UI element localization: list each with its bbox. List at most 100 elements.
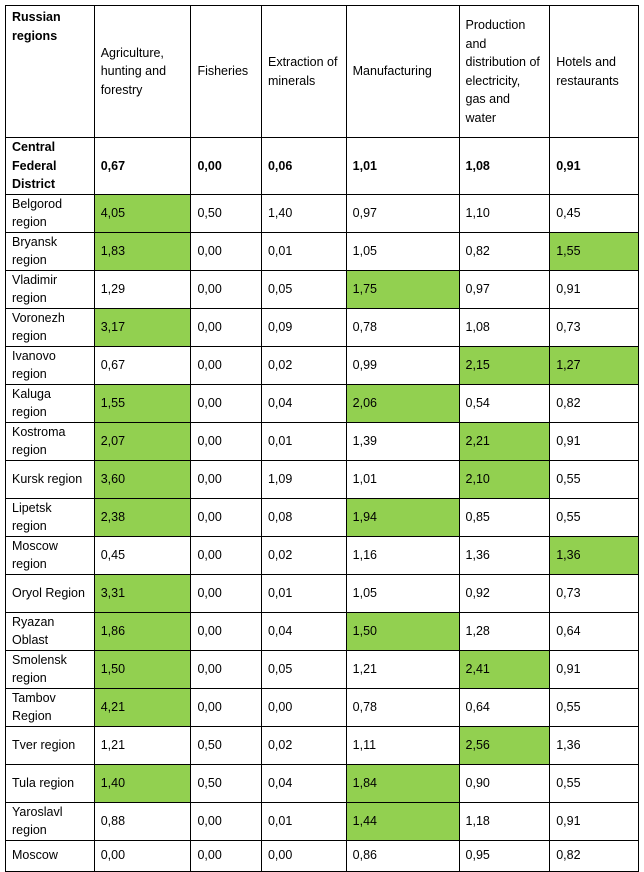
value-cell: 3,31: [93, 573, 192, 613]
header-agriculture: Agriculture, hunting and forestry: [93, 5, 192, 138]
value-cell: 0,91: [549, 269, 639, 309]
value-cell: 1,44: [345, 801, 460, 841]
value-cell: 4,05: [93, 193, 192, 233]
table-row: Vladimir region 1,29 0,00 0,05 1,75 0,97 0,91: [5, 269, 639, 309]
value-cell: 2,15: [458, 345, 551, 385]
table-row: Kostroma region 2,07 0,00 0,01 1,39 2,21 0,91: [5, 421, 639, 461]
value-cell: 1,09: [260, 459, 347, 499]
value-cell: 1,36: [549, 535, 639, 575]
value-cell: 1,75: [345, 269, 460, 309]
header-regions: Russian regions: [5, 5, 95, 138]
value-cell: 0,50: [190, 193, 262, 233]
table-row: Tambov Region 4,21 0,00 0,00 0,78 0,64 0,55: [5, 687, 639, 727]
value-cell: 1,84: [345, 763, 460, 803]
value-cell: 2,21: [458, 421, 551, 461]
value-cell: 0,04: [260, 383, 347, 423]
header-utilities: Production and distribution of electrici…: [458, 5, 551, 138]
value-cell: 0,54: [458, 383, 551, 423]
value-cell: 1,36: [549, 725, 639, 765]
value-cell: 1,21: [93, 725, 192, 765]
value-cell: 0,02: [260, 725, 347, 765]
value-cell: 0,55: [549, 687, 639, 727]
value-cell: 0,97: [458, 269, 551, 309]
region-name: Moscow: [5, 839, 95, 872]
value-cell: 0,04: [260, 763, 347, 803]
value-cell: 2,41: [458, 649, 551, 689]
table-row: Kaluga region 1,55 0,00 0,04 2,06 0,54 0,82: [5, 383, 639, 423]
summary-cell: 0,00: [190, 137, 262, 195]
value-cell: 0,00: [190, 269, 262, 309]
value-cell: 0,73: [549, 573, 639, 613]
region-name: Voronezh region: [5, 307, 95, 347]
value-cell: 0,00: [190, 573, 262, 613]
value-cell: 0,00: [190, 231, 262, 271]
value-cell: 0,91: [549, 649, 639, 689]
header-row: Russian regions Agriculture, hunting and…: [5, 5, 639, 138]
value-cell: 0,01: [260, 801, 347, 841]
value-cell: 1,11: [345, 725, 460, 765]
value-cell: 2,56: [458, 725, 551, 765]
region-name: Lipetsk region: [5, 497, 95, 537]
value-cell: 2,06: [345, 383, 460, 423]
value-cell: 0,97: [345, 193, 460, 233]
region-name: Tula region: [5, 763, 95, 803]
table-row: Tver region 1,21 0,50 0,02 1,11 2,56 1,36: [5, 725, 639, 765]
value-cell: 0,02: [260, 535, 347, 575]
value-cell: 0,86: [345, 839, 460, 872]
value-cell: 0,64: [549, 611, 639, 651]
summary-name: Central Federal District: [5, 137, 95, 195]
value-cell: 0,04: [260, 611, 347, 651]
value-cell: 0,00: [190, 421, 262, 461]
value-cell: 1,21: [345, 649, 460, 689]
value-cell: 0,50: [190, 763, 262, 803]
value-cell: 0,85: [458, 497, 551, 537]
region-name: Ivanovo region: [5, 345, 95, 385]
table-row: Ivanovo region 0,67 0,00 0,02 0,99 2,15 1,27: [5, 345, 639, 385]
value-cell: 0,45: [549, 193, 639, 233]
table-row: Kursk region 3,60 0,00 1,09 1,01 2,10 0,55: [5, 459, 639, 499]
table-row: Lipetsk region 2,38 0,00 0,08 1,94 0,85 0,55: [5, 497, 639, 537]
value-cell: 0,08: [260, 497, 347, 537]
value-cell: 3,17: [93, 307, 192, 347]
value-cell: 0,64: [458, 687, 551, 727]
value-cell: 0,00: [190, 383, 262, 423]
table-row: Belgorod region 4,05 0,50 1,40 0,97 1,10 0,45: [5, 193, 639, 233]
value-cell: 1,01: [345, 459, 460, 499]
value-cell: 1,05: [345, 573, 460, 613]
summary-cell: 0,06: [260, 137, 347, 195]
table-row: Moscow region 0,45 0,00 0,02 1,16 1,36 1,36: [5, 535, 639, 575]
header-manufacturing: Manufacturing: [345, 5, 460, 138]
value-cell: 1,28: [458, 611, 551, 651]
value-cell: 0,01: [260, 421, 347, 461]
region-name: Tambov Region: [5, 687, 95, 727]
value-cell: 0,78: [345, 687, 460, 727]
value-cell: 0,00: [260, 687, 347, 727]
table-row: Oryol Region 3,31 0,00 0,01 1,05 0,92 0,73: [5, 573, 639, 613]
value-cell: 1,86: [93, 611, 192, 651]
value-cell: 0,90: [458, 763, 551, 803]
value-cell: 1,40: [93, 763, 192, 803]
region-name: Oryol Region: [5, 573, 95, 613]
regional-index-table: Russian regions Agriculture, hunting and…: [5, 5, 639, 872]
value-cell: 0,05: [260, 649, 347, 689]
value-cell: 0,00: [190, 839, 262, 872]
value-cell: 0,00: [190, 459, 262, 499]
value-cell: 0,55: [549, 459, 639, 499]
value-cell: 0,00: [260, 839, 347, 872]
value-cell: 0,01: [260, 231, 347, 271]
table-row: Bryansk region 1,83 0,00 0,01 1,05 0,82 1,55: [5, 231, 639, 271]
value-cell: 1,39: [345, 421, 460, 461]
region-name: Yaroslavl region: [5, 801, 95, 841]
value-cell: 1,50: [93, 649, 192, 689]
region-name: Kostroma region: [5, 421, 95, 461]
value-cell: 0,73: [549, 307, 639, 347]
table-row: Voronezh region 3,17 0,00 0,09 0,78 1,08 0,73: [5, 307, 639, 347]
value-cell: 0,91: [549, 421, 639, 461]
value-cell: 1,83: [93, 231, 192, 271]
value-cell: 2,10: [458, 459, 551, 499]
summary-cell: 0,91: [549, 137, 639, 195]
value-cell: 0,45: [93, 535, 192, 575]
value-cell: 0,50: [190, 725, 262, 765]
value-cell: 1,50: [345, 611, 460, 651]
value-cell: 1,16: [345, 535, 460, 575]
